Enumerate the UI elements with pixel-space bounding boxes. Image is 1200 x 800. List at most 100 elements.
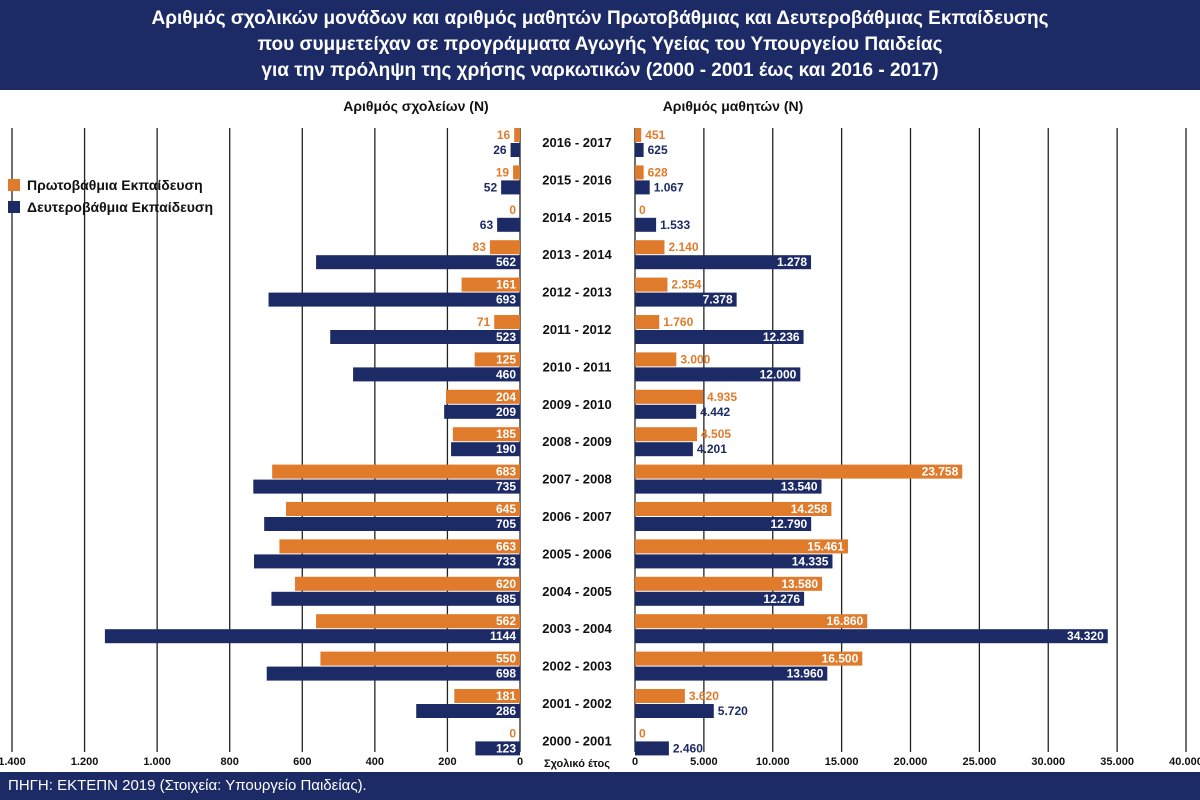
right-bar-primary (635, 427, 698, 442)
left-value-label-primary: 683 (496, 465, 516, 479)
center-axis-title: Σχολικό έτος (544, 758, 610, 770)
left-bar-secondary (353, 367, 520, 382)
right-value-label-primary: 13.580 (781, 577, 818, 591)
right-bar-secondary (635, 442, 693, 457)
right-value-label-primary: 2.354 (671, 278, 701, 292)
left-bar-primary (445, 389, 520, 404)
right-value-label-secondary: 12.236 (763, 330, 800, 344)
right-value-label-secondary: 13.540 (781, 480, 818, 494)
left-bar-primary (285, 502, 520, 516)
right-value-label-secondary: 625 (648, 143, 668, 157)
year-label: 2009 - 2010 (542, 397, 611, 412)
left-bar-primary (461, 277, 520, 292)
right-bar-primary (635, 614, 868, 629)
left-bar-secondary (254, 554, 521, 569)
right-value-label-primary: 3.000 (680, 352, 710, 366)
left-bar-primary (316, 614, 520, 629)
right-bar-secondary (635, 180, 650, 195)
left-axis-tick-label: 1.000 (143, 756, 171, 768)
year-label: 2011 - 2012 (543, 322, 612, 337)
right-axis-tick-label: 40.000 (1169, 756, 1200, 768)
year-label: 2014 - 2015 (542, 210, 611, 225)
year-label: 2015 - 2016 (542, 172, 611, 187)
left-bar-primary (513, 165, 520, 180)
left-axis-tick-label: 1.200 (71, 756, 99, 768)
left-value-label-primary: 645 (496, 502, 516, 516)
right-bar-primary (635, 539, 848, 554)
left-axis-tick-label: 200 (438, 756, 456, 768)
year-label: 2016 - 2017 (542, 135, 611, 150)
left-value-label-secondary: 190 (496, 442, 516, 456)
right-value-label-primary: 16.500 (822, 652, 859, 666)
right-axis-tick-label: 5.000 (690, 756, 718, 768)
right-bar-secondary (635, 404, 697, 419)
right-value-label-secondary: 12.000 (760, 367, 797, 381)
right-bar-primary (635, 315, 660, 329)
right-bar-secondary (635, 330, 804, 344)
left-bar-secondary (497, 217, 520, 232)
left-value-label-primary: 550 (496, 652, 516, 666)
year-label: 2008 - 2009 (542, 434, 611, 449)
right-bar-primary (635, 352, 677, 367)
legend-label-primary: Πρωτοβάθμια Εκπαίδευση (27, 177, 203, 193)
right-axis-tick-label: 15.000 (825, 756, 859, 768)
left-value-label-secondary: 460 (496, 367, 516, 381)
left-bar-secondary (316, 255, 520, 270)
left-bar-primary (452, 427, 520, 442)
right-bar-secondary (635, 591, 805, 606)
right-bar-secondary (635, 143, 644, 157)
left-bar-primary (514, 128, 520, 142)
left-value-label-secondary: 698 (496, 667, 516, 681)
left-value-label-secondary: 733 (496, 554, 516, 568)
left-bar-primary (272, 464, 520, 479)
left-bar-secondary (330, 330, 520, 344)
right-value-label-secondary: 12.790 (770, 517, 807, 531)
year-label: 2005 - 2006 (542, 546, 611, 561)
year-label: 2007 - 2008 (542, 472, 611, 487)
left-axis-tick-label: 1.400 (0, 756, 26, 768)
right-value-label-primary: 4.935 (707, 390, 737, 404)
left-axis-tick-label: 600 (293, 756, 311, 768)
left-value-label-primary: 0 (509, 726, 516, 740)
year-label: 2001 - 2002 (542, 696, 611, 711)
right-bar-secondary (635, 217, 657, 232)
left-bar-primary (474, 352, 520, 367)
right-value-label-secondary: 1.278 (777, 255, 807, 269)
right-value-label-secondary: 1.533 (660, 218, 690, 232)
right-axis-tick-label: 30.000 (1031, 756, 1065, 768)
right-value-label-primary: 1.760 (663, 315, 693, 329)
right-value-label-primary: 0 (639, 203, 646, 217)
year-label: 2010 - 2011 (543, 359, 612, 374)
right-bar-secondary (635, 292, 737, 307)
left-value-label-primary: 0 (509, 203, 516, 217)
right-axis-tick-label: 0 (632, 756, 638, 768)
left-bar-primary (494, 315, 520, 329)
left-bar-secondary (416, 704, 520, 718)
year-label: 2013 - 2014 (542, 247, 612, 262)
right-bar-primary (635, 651, 863, 666)
right-bar-secondary (635, 479, 822, 494)
source-note: ΠΗΓΗ: ΕΚΤΕΠΝ 2019 (Στοιχεία: Υπουργείο Π… (0, 772, 1200, 800)
left-value-label-secondary: 52 (484, 180, 498, 194)
right-axis-tick-label: 35.000 (1100, 756, 1134, 768)
title-line-3: για την πρόληψη της χρήσης ναρκωτικών (2… (261, 60, 939, 81)
right-value-label-secondary: 4.201 (697, 442, 727, 456)
left-value-label-primary: 125 (496, 352, 516, 366)
right-bar-secondary (635, 704, 714, 718)
right-bar-primary (635, 165, 644, 180)
left-value-label-secondary: 209 (496, 405, 516, 419)
left-value-label-secondary: 286 (496, 704, 516, 718)
right-bar-primary (635, 576, 823, 591)
population-pyramid-chart: 1.400 1.200 1.000 800 600 400 200 0 0 5.000 10.000… (0, 98, 1200, 770)
left-bar-primary (295, 576, 520, 591)
right-value-label-primary: 451 (645, 128, 665, 142)
right-axis-title: Αριθμός μαθητών (Ν) (663, 98, 804, 114)
right-bar-secondary (635, 255, 812, 270)
right-axis-tick-label: 10.000 (756, 756, 790, 768)
right-value-label-secondary: 4.442 (700, 405, 730, 419)
right-bar-primary (635, 128, 642, 142)
right-value-label-secondary: 14.335 (792, 554, 829, 568)
right-bar-secondary (635, 666, 828, 681)
right-bar-secondary (635, 517, 812, 531)
left-axis-tick-label: 400 (366, 756, 384, 768)
